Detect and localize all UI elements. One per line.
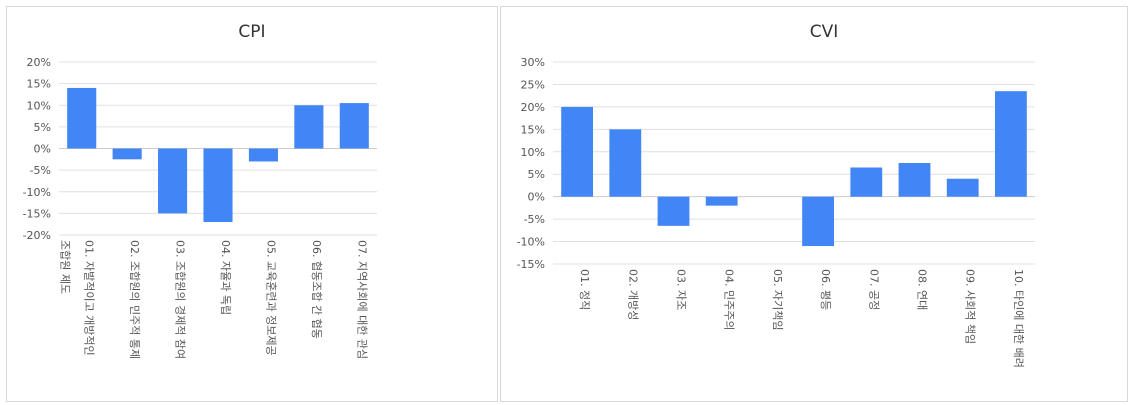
cpi-bar: [158, 149, 187, 214]
cvi-y-tick-label: -10%: [517, 236, 545, 249]
cvi-y-tick-label: 30%: [521, 56, 545, 69]
cpi-category-label: 01. 자발적이고 개방적인: [83, 240, 96, 356]
cvi-y-tick-label: 20%: [521, 101, 545, 114]
cvi-category-label: 04. 민주주의: [723, 269, 736, 330]
cvi-category-label: 01. 정직: [578, 269, 591, 310]
cpi-y-tick-label: -15%: [23, 207, 51, 220]
cpi-category-label: 조합원 제도: [59, 240, 72, 294]
cvi-category-label: 06. 평등: [819, 269, 832, 310]
cvi-y-tick-label: -5%: [524, 213, 545, 226]
cvi-y-tick-label: 15%: [521, 123, 545, 136]
cvi-y-tick-label: 10%: [521, 146, 545, 159]
cvi-chart: CVI -15% -10% -5% 0% 5% 10% 15% 20% 25% 30% 01. 정직 0…: [501, 7, 1127, 401]
cvi-category-label: 07. 공정: [867, 269, 880, 310]
cpi-bar: [340, 103, 369, 148]
cvi-category-label: 05. 자기책임: [771, 269, 784, 330]
cvi-category-label: 08. 연대: [916, 269, 929, 310]
cpi-title: CPI: [238, 22, 265, 42]
cpi-y-tick-label: -10%: [23, 186, 51, 199]
cvi-bar: [995, 91, 1027, 196]
cpi-chart: CPI -20% -15% -10% -5% 0% 5% 10% 15% 20% 01. 자발적이고…: [7, 7, 497, 401]
cpi-category-label: 03. 조합원의 경제적 참여: [174, 240, 187, 359]
cpi-bar: [67, 88, 96, 149]
cvi-bar: [802, 197, 834, 246]
cvi-y-tick-label: 0%: [528, 191, 545, 204]
cvi-y-tick-label: -15%: [517, 258, 545, 271]
cvi-y-tick-label: 5%: [528, 168, 545, 181]
cvi-bar: [609, 129, 641, 196]
cpi-y-tick-label: 0%: [34, 143, 51, 156]
cvi-y-tick-label: 25%: [521, 78, 545, 91]
cvi-category-label: 02. 개방성: [626, 269, 639, 320]
cpi-y-tick-label: 10%: [27, 99, 51, 112]
cpi-y-tick-label: 20%: [27, 56, 51, 69]
cpi-y-tick-label: -5%: [30, 164, 51, 177]
cvi-bar: [706, 197, 738, 206]
cpi-category-label: 04. 자율과 독립: [219, 240, 232, 315]
cvi-title: CVI: [810, 22, 839, 42]
cvi-category-label: 03. 자조: [675, 269, 688, 310]
cpi-y-tick-label: -20%: [23, 229, 51, 242]
cpi-category-label: 06. 협동조합 간 협동: [310, 240, 323, 339]
cvi-bar: [658, 197, 690, 226]
cvi-bar: [850, 167, 882, 196]
cpi-bar: [203, 149, 232, 223]
cpi-y-tick-label: 5%: [34, 121, 51, 134]
cvi-bar: [947, 179, 979, 197]
cvi-bar: [561, 107, 593, 197]
cvi-chart-panel: CVI -15% -10% -5% 0% 5% 10% 15% 20% 25% 30% 01. 정직 0…: [500, 6, 1128, 402]
cpi-bar: [294, 105, 323, 148]
cpi-chart-panel: CPI -20% -15% -10% -5% 0% 5% 10% 15% 20% 01. 자발적이고…: [6, 6, 498, 402]
cvi-category-label: 10. 타인에 대한 배려: [1012, 269, 1025, 368]
cpi-category-label: 05. 교육훈련과 정보제공: [264, 240, 277, 356]
cpi-bar: [249, 149, 278, 162]
cpi-category-label: 07. 지역사회에 대한 관심: [355, 240, 368, 359]
cpi-bar: [113, 149, 142, 160]
cpi-y-tick-label: 15%: [27, 78, 51, 91]
cvi-bar: [899, 163, 931, 197]
cpi-category-label: 02. 조합원의 민주적 통제: [128, 240, 141, 359]
cvi-category-label: 09. 사회적 책임: [964, 269, 977, 344]
